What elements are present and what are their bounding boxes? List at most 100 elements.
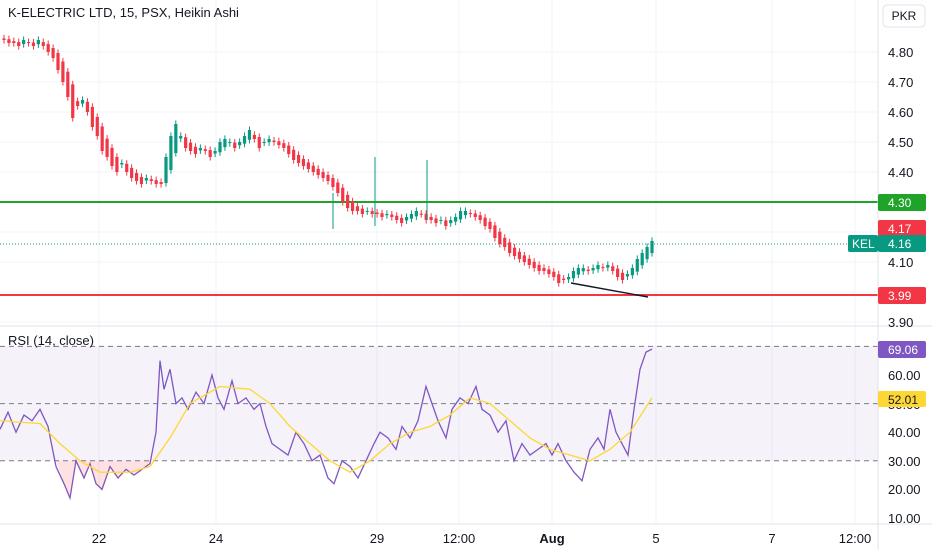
- candle-body: [532, 261, 536, 268]
- rsi-ma-line: [0, 385, 653, 473]
- candle-body: [350, 201, 355, 211]
- candle-body: [193, 146, 198, 154]
- candle-body: [463, 211, 468, 216]
- candle-body: [277, 141, 281, 145]
- candle-body: [557, 274, 561, 283]
- candle-body: [355, 206, 360, 211]
- chart-title: K-ELECTRIC LTD, 15, PSX, Heikin Ashi: [8, 5, 239, 20]
- candle-body: [419, 213, 423, 215]
- price-tick: 4.10: [888, 255, 913, 270]
- candle-body: [22, 40, 26, 45]
- price-tick: 4.40: [888, 165, 913, 180]
- candle-body: [292, 149, 296, 160]
- candle-body: [512, 247, 517, 256]
- candle-body: [390, 214, 394, 217]
- candle-body: [139, 176, 144, 184]
- candle-body: [630, 268, 634, 276]
- candle-body: [601, 267, 605, 269]
- rsi-label[interactable]: RSI (14, close): [8, 333, 94, 348]
- candle-body: [71, 84, 75, 118]
- candle-body: [444, 220, 448, 226]
- resistance-tag-label: 4.30: [888, 196, 912, 210]
- candle-body: [439, 220, 443, 221]
- candle-body: [341, 187, 345, 202]
- price-axis[interactable]: 4.80 4.70 4.60 4.50 4.40 4.10 3.90: [888, 45, 913, 330]
- candle-body: [287, 145, 291, 154]
- candle-body: [252, 134, 256, 139]
- candle-body: [625, 274, 630, 277]
- candle-body: [429, 216, 433, 220]
- candle-body: [527, 258, 531, 265]
- candle-body: [120, 163, 124, 165]
- candle-body: [571, 271, 576, 279]
- price-tick: 3.90: [888, 315, 913, 330]
- time-tick: 24: [209, 531, 223, 546]
- candles[interactable]: [2, 34, 654, 287]
- candle-body: [365, 211, 369, 212]
- price-tick: 4.60: [888, 105, 913, 120]
- candle-body: [90, 106, 94, 127]
- candle-body: [174, 124, 178, 154]
- candle-body: [645, 247, 649, 260]
- candle-body: [547, 269, 551, 274]
- candle-body: [566, 277, 571, 280]
- candle-body: [395, 215, 399, 220]
- candle-body: [296, 154, 301, 163]
- price-tick: 4.70: [888, 75, 913, 90]
- candle-body: [424, 213, 428, 220]
- candle-body: [650, 241, 654, 254]
- currency-button[interactable]: PKR: [882, 4, 926, 28]
- resistance-price-tag: 4.30: [878, 194, 926, 211]
- candle-body: [26, 42, 31, 44]
- candle-body: [51, 48, 55, 58]
- candle-body: [380, 213, 384, 217]
- time-tick: 12:00: [839, 531, 872, 546]
- candle-body: [46, 44, 50, 52]
- candle-body: [468, 213, 472, 215]
- rsi-tick: 20.00: [888, 482, 921, 497]
- candle-body: [581, 268, 585, 272]
- candle-body: [493, 225, 497, 238]
- time-tick: Aug: [539, 531, 564, 546]
- candle-body: [616, 268, 620, 277]
- candle-body: [238, 142, 242, 146]
- candle-body: [2, 38, 6, 40]
- candle-body: [537, 264, 541, 271]
- divergence-trendline[interactable]: [570, 282, 649, 298]
- candle-body: [213, 151, 217, 154]
- candle-body: [85, 101, 90, 112]
- support-price-tag: 3.99: [878, 287, 926, 304]
- candle-body: [385, 214, 389, 216]
- price-tick: 4.50: [888, 135, 913, 150]
- candle-body: [414, 211, 418, 217]
- candle-body: [552, 271, 556, 277]
- candle-body: [144, 178, 148, 181]
- candle-body: [36, 40, 40, 45]
- candle-body: [223, 139, 227, 148]
- rsi-line: [0, 348, 653, 501]
- candle-body: [596, 265, 600, 270]
- candle-body: [169, 136, 173, 171]
- candle-body: [100, 126, 104, 151]
- candle-body: [61, 61, 65, 82]
- candle-body: [208, 150, 212, 157]
- candle-body: [326, 174, 330, 181]
- rsi-ma-tag: 50.00 52.01: [878, 391, 926, 412]
- candle-body: [115, 156, 119, 172]
- time-axis[interactable]: 22 24 29 12:00 Aug 5 7 12:00: [92, 531, 872, 546]
- candle-body: [542, 267, 546, 271]
- last-close-tag-label: 4.17: [888, 222, 912, 236]
- candle-body: [267, 139, 271, 143]
- rsi-oversold-fill: [56, 460, 152, 498]
- candle-body: [434, 218, 438, 223]
- candle-body: [125, 163, 129, 172]
- candle-body: [449, 220, 453, 224]
- time-tick: 12:00: [443, 531, 476, 546]
- candle-body: [478, 215, 482, 220]
- candle-body: [257, 136, 261, 148]
- candle-body: [56, 53, 60, 70]
- candle-body: [370, 211, 374, 214]
- candle-body: [233, 142, 237, 148]
- rsi-axis[interactable]: 60.00 40.00 30.00 20.00 10.00: [888, 368, 921, 526]
